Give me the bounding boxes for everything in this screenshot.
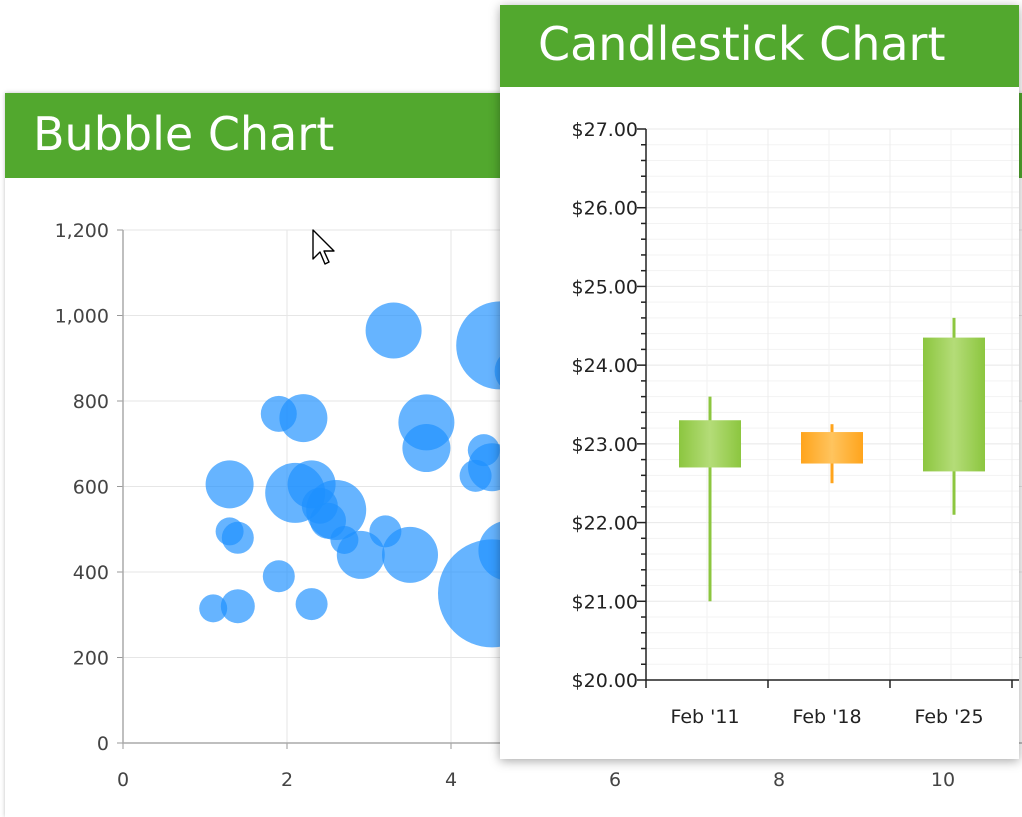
bubble-y-tick-label: 200 (73, 648, 109, 670)
candle-y-tick-label: $21.00 (572, 591, 638, 613)
bubble-x-tick-label: 0 (117, 769, 129, 791)
candle-y-tick-label: $20.00 (572, 670, 638, 692)
candle-x-tick-label: Feb '18 (792, 706, 861, 728)
bubble-chart-title: Bubble Chart (33, 107, 335, 161)
candlestick-chart-plot: $20.00 $21.00 $22.00 $23.00 $24.00 $25.00 $26.… (572, 119, 1019, 728)
bubble-y-tick-label: 800 (73, 391, 109, 413)
bubble-x-tick-label: 6 (609, 769, 621, 791)
candle-y-tick-label: $23.00 (572, 434, 638, 456)
bubble-point (402, 424, 451, 473)
candle-y-tick-label: $25.00 (572, 276, 638, 298)
candle-x-tick-label: Feb '25 (914, 706, 983, 728)
bubble-y-tick-label: 1,000 (55, 306, 109, 328)
bubble-y-tick-label: 400 (73, 562, 109, 584)
candle-x-tick-label: Feb '11 (670, 706, 739, 728)
bubble-y-tick-label: 1,200 (55, 220, 109, 242)
candle-y-tick-label: $27.00 (572, 119, 638, 141)
bubble-point (262, 560, 295, 593)
bubble-point (220, 589, 255, 624)
candle-body-up (923, 337, 985, 472)
bubble-chart-plot: 0 200 400 600 800 1,000 1,200 0 2 4 6 8 10 (55, 220, 1022, 791)
bubble-point (199, 594, 228, 623)
candle-y-tick-label: $24.00 (572, 355, 638, 377)
bubble-x-tick-label: 8 (773, 769, 785, 791)
bubble-point (365, 302, 422, 359)
bubble-point (382, 526, 438, 583)
candle-body-up (679, 420, 741, 468)
candlestick-chart-header: Candlestick Chart (500, 5, 1019, 87)
bubble-point (221, 521, 254, 554)
mouse-pointer-icon (312, 229, 335, 265)
bubble-x-tick-label: 10 (931, 769, 955, 791)
bubble-y-tick-label: 600 (73, 477, 109, 499)
bubble-point (205, 460, 254, 509)
bubble-y-tick-label: 0 (97, 733, 109, 755)
bubble-point (295, 588, 328, 621)
bubble-point (336, 530, 385, 579)
bubble-point (279, 394, 328, 443)
candle-y-tick-label: $22.00 (572, 513, 638, 535)
candle-y-tick-label: $26.00 (572, 198, 638, 220)
candlestick-chart-panel: Candlestick Chart $20.00 $21.00 $22.00 $23.… (500, 5, 1019, 759)
bubble-x-tick-label: 2 (281, 769, 293, 791)
candlestick-chart-title: Candlestick Chart (538, 17, 946, 71)
bubble-x-tick-label: 4 (445, 769, 457, 791)
candle-body-down (801, 432, 863, 464)
